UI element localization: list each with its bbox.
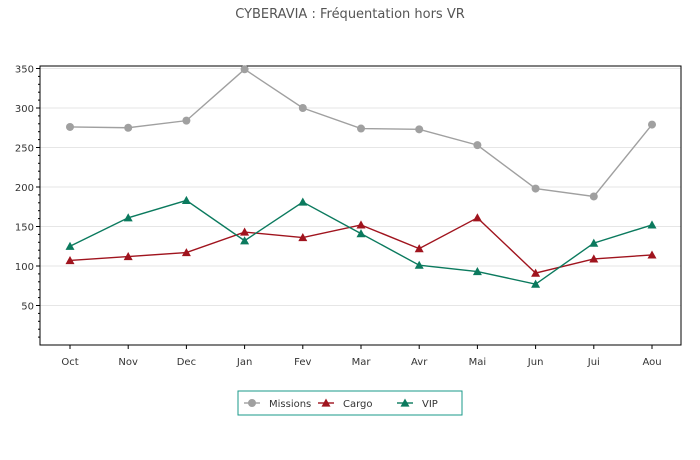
y-tick-label: 350	[15, 65, 34, 76]
data-point-vip	[472, 267, 482, 276]
legend-marker-missions	[248, 399, 256, 407]
legend-label-missions: Missions	[269, 399, 311, 410]
x-tick-label: Jan	[236, 357, 252, 368]
data-point-vip	[65, 241, 75, 250]
data-point-cargo	[531, 268, 541, 277]
data-point-vip	[647, 220, 657, 229]
data-point-vip	[298, 197, 308, 206]
x-tick-label: Avr	[411, 357, 428, 368]
data-point-vip	[589, 238, 599, 247]
data-point-missions	[298, 104, 307, 112]
x-tick-label: Jun	[527, 357, 544, 368]
x-tick-label: Aou	[642, 357, 661, 368]
x-tick-label: Mai	[469, 357, 487, 368]
data-point-vip	[181, 195, 191, 205]
series-cargo	[65, 213, 657, 277]
data-point-vip	[531, 279, 541, 288]
y-tick-label: 100	[15, 262, 34, 273]
grid	[40, 68, 681, 306]
legend: Missions Cargo VIP	[237, 390, 463, 416]
series-line-missions	[69, 68, 653, 198]
data-point-missions	[182, 116, 191, 125]
data-point-cargo	[240, 227, 250, 236]
data-point-missions	[648, 120, 656, 129]
data-point-cargo	[181, 248, 191, 257]
series-missions	[66, 65, 656, 201]
y-tick-label: 250	[15, 144, 34, 155]
y-tick-label: 50	[21, 302, 34, 313]
data-point-missions	[240, 65, 249, 74]
series-group	[65, 65, 657, 288]
data-point-vip	[240, 236, 250, 245]
data-point-cargo	[123, 252, 133, 261]
data-point-missions	[415, 125, 424, 134]
data-point-cargo	[298, 233, 308, 242]
y-tick-label: 150	[15, 223, 34, 234]
data-point-missions	[357, 124, 365, 133]
legend-marker-vip	[400, 398, 410, 407]
data-point-missions	[531, 184, 540, 193]
x-tick-label: Nov	[118, 357, 138, 368]
data-point-missions	[124, 123, 133, 132]
legend-marker-cargo	[321, 398, 331, 407]
data-point-missions	[66, 122, 74, 131]
data-point-cargo	[589, 254, 599, 263]
data-point-missions	[589, 192, 598, 201]
x-tick-label: Fev	[294, 357, 311, 368]
data-point-cargo	[472, 213, 482, 222]
data-point-missions	[473, 141, 482, 150]
series-line-vip	[69, 199, 653, 285]
y-tick-label: 300	[15, 104, 34, 115]
legend-label-vip: VIP	[422, 399, 438, 410]
x-tick-label: Dec	[177, 357, 196, 368]
legend-label-cargo: Cargo	[343, 399, 373, 410]
chart-title: CYBERAVIA : Fréquentation hors VR	[235, 7, 465, 22]
x-tick-label: Mar	[352, 357, 372, 368]
data-point-cargo	[414, 244, 424, 253]
axes: 50 100 150 200 250 300 350 Oct Nov Dec Jan Fev Mar Av…	[15, 65, 662, 369]
x-tick-label: Oct	[61, 357, 78, 368]
y-tick-label: 200	[15, 183, 34, 194]
data-point-vip	[123, 213, 133, 222]
series-vip	[65, 195, 657, 288]
data-point-vip	[414, 260, 424, 269]
data-point-cargo	[647, 250, 657, 259]
data-point-vip	[356, 229, 366, 238]
data-point-cargo	[356, 220, 366, 229]
legend-box	[237, 390, 463, 416]
x-tick-label: Jui	[587, 357, 600, 368]
data-point-cargo	[65, 255, 75, 265]
